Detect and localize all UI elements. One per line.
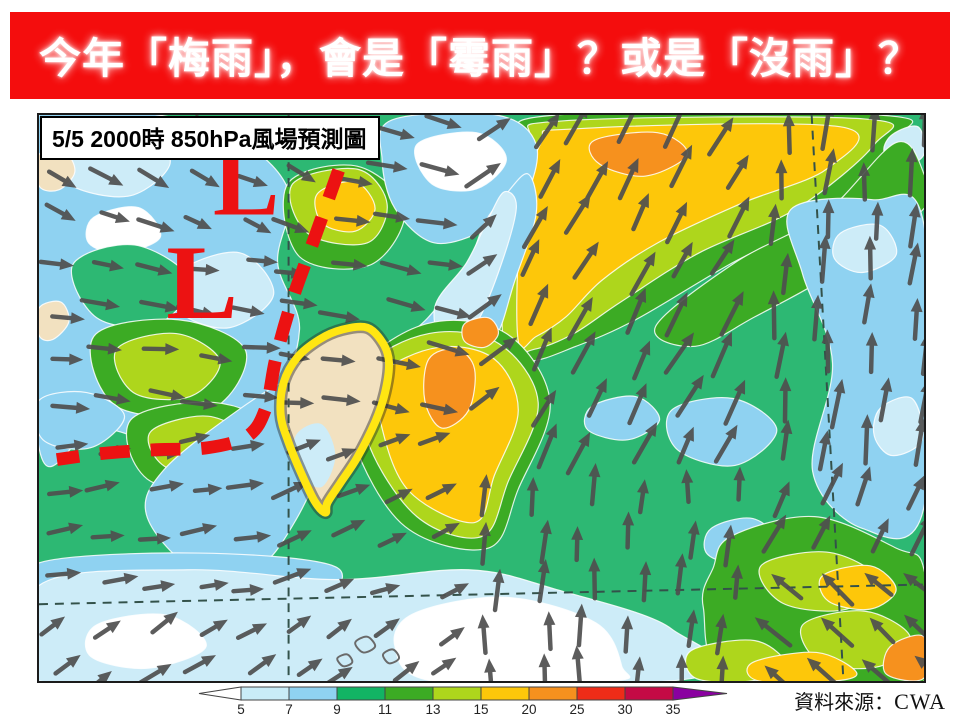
colorbar-tick-label: 11 — [378, 702, 392, 717]
colorbar-tick-label: 5 — [237, 702, 245, 717]
source-note: 資料來源：CWA — [794, 686, 946, 715]
colorbar-segment — [576, 686, 626, 701]
wind-field-map-image: LL — [39, 115, 924, 681]
source-prefix: 資料來源： — [794, 692, 895, 714]
map-title-box: 5/5 2000時 850hPa風場預測圖 — [40, 116, 381, 160]
colorbar-segment — [288, 686, 338, 701]
headline-banner: 今年「梅雨」，會是「霉雨」？或是「沒雨」？ — [10, 12, 950, 99]
graticule-layer — [39, 115, 924, 681]
colorbar-segment — [432, 686, 482, 701]
colorbar-tail — [198, 686, 242, 701]
colorbar-tick-label: 30 — [617, 702, 632, 717]
colorbar-segment — [240, 686, 290, 701]
colorbar-segment — [480, 686, 530, 701]
source-agency: CWA — [894, 689, 946, 714]
colorbar-tick-label: 25 — [569, 702, 584, 717]
colorbar-tick-label: 7 — [285, 702, 293, 717]
trough-line — [55, 120, 362, 466]
map-title-text: 5/5 2000時 850hPa風場預測圖 — [52, 126, 367, 152]
colorbar-head — [672, 686, 728, 701]
contour-fill-layer — [39, 115, 924, 681]
colorbar-segment — [624, 686, 674, 701]
taiwan-outline — [276, 322, 394, 517]
colorbar-segment — [384, 686, 434, 701]
colorbar-tick-label: 15 — [473, 702, 488, 717]
colorbar-tick-label: 9 — [333, 702, 341, 717]
colorbar-tick-label: 35 — [665, 702, 680, 717]
wind-speed-colorbar: 5 7 9 11 13 15 20 25 30 35 — [198, 686, 728, 717]
colorbar-tick-label: 13 — [425, 702, 440, 717]
wind-arrows-layer — [39, 115, 924, 681]
headline-title: 今年「梅雨」，會是「霉雨」？或是「沒雨」？ — [38, 35, 921, 82]
low-pressure-marker: L — [166, 224, 238, 341]
colorbar-segment — [528, 686, 578, 701]
colorbar-segment — [336, 686, 386, 701]
colorbar-tick-label: 20 — [521, 702, 536, 717]
